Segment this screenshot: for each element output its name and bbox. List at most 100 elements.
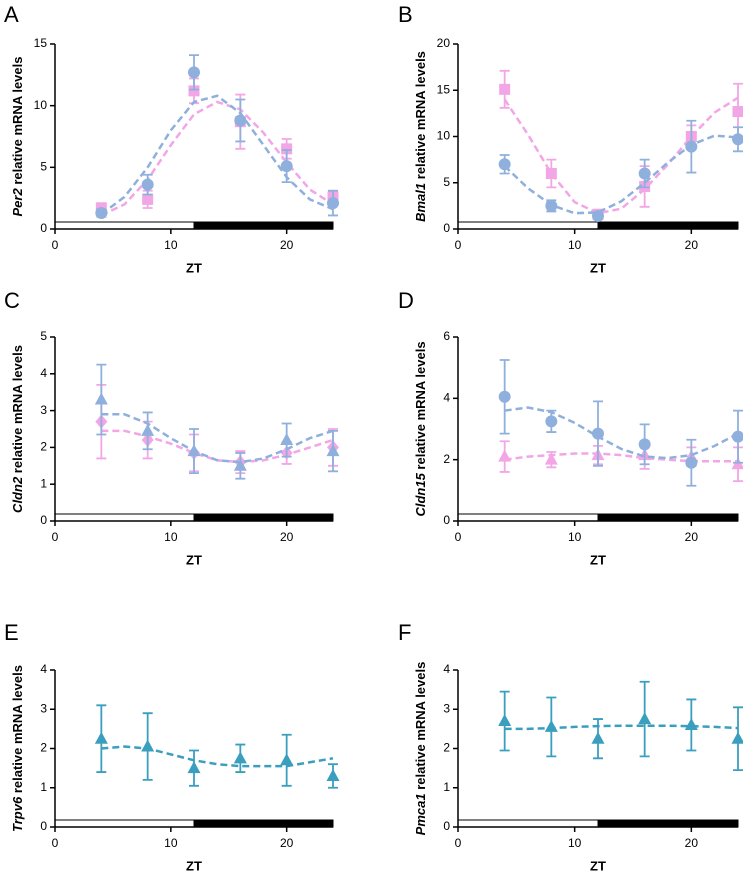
point [544,719,558,732]
point [732,106,743,118]
y-tick-label: 5 [40,329,47,343]
panel-letter: D [398,288,414,313]
point [141,178,154,191]
x-tick-label: 10 [568,836,582,850]
y-label-text: relative mRNA levels [10,57,25,185]
gene-name: Cldn2 [10,476,25,513]
light-dark-bar [457,819,599,828]
point [141,739,155,752]
y-tick-label: 15 [437,82,451,96]
gene-name: Bmal1 [413,183,428,222]
point [280,160,293,173]
panel-letter: C [4,288,20,313]
x-tick-label: 20 [685,530,699,544]
panel: E 0 1 2 3 4 0 10 20 ZT Trpv6 relative mRNA levels [4,620,340,873]
light-dark-bar [597,221,739,230]
point [233,458,247,471]
point [498,390,511,403]
point [233,751,247,764]
y-axis-label: Per2 relative mRNA levels [10,57,25,217]
point [234,114,247,127]
x-tick-label: 0 [52,530,59,544]
point [280,433,294,446]
y-tick-label: 0 [40,221,47,235]
panel: F 0 1 2 3 4 0 10 20 ZT Pmca1 relative mRNA levels [398,620,743,873]
x-tick-label: 0 [455,836,462,850]
point [94,392,108,405]
x-tick-label: 0 [455,530,462,544]
y-tick-label: 2 [443,452,450,466]
x-tick-label: 20 [280,836,294,850]
point [499,83,511,95]
y-tick-label: 4 [443,391,450,405]
point [732,430,743,443]
point [187,444,201,457]
x-tick-label: 0 [52,238,59,252]
point [94,731,108,744]
y-axis-label: Trpv6 relative mRNA levels [10,665,25,832]
y-tick-label: 4 [40,662,47,676]
x-tick-label: 10 [568,238,582,252]
light-dark-bar [54,221,195,230]
y-tick-label: 10 [34,98,48,112]
y-tick-label: 0 [40,513,47,527]
light-dark-bar [193,221,334,230]
y-tick-label: 4 [443,662,450,676]
point [591,731,605,744]
y-label-text: relative mRNA levels [413,341,428,469]
point [638,712,652,725]
y-tick-label: 6 [443,329,450,343]
y-tick-label: 0 [443,221,450,235]
fit-curve [503,96,739,215]
gene-name: Pmca1 [413,793,428,835]
point [188,85,200,97]
gene-name: Per2 [10,188,25,217]
light-dark-bar [54,513,195,522]
y-axis-label: Bmal1 relative mRNA levels [413,51,428,222]
light-dark-bar [597,819,739,828]
y-axis-label: Cldn15 relative mRNA levels [413,341,428,516]
fit-curve [101,413,334,464]
y-tick-label: 10 [437,129,451,143]
x-axis-label: ZT [590,858,606,873]
light-dark-bar [457,513,599,522]
point [732,133,743,146]
x-tick-label: 10 [164,238,178,252]
point [326,444,340,457]
point [327,197,339,210]
panel-letter: E [4,620,19,645]
y-tick-label: 2 [40,741,47,755]
point [545,168,557,179]
point [685,456,698,469]
y-tick-label: 3 [40,403,47,417]
x-tick-label: 20 [280,238,294,252]
panel: A 0 5 10 15 0 10 20 ZT Per2 relative mRNA levels [4,2,339,275]
panel: B 0 5 10 15 20 0 10 20 ZT Bmal1 relative mRNA leve… [398,2,743,275]
y-tick-label: 3 [40,701,47,715]
point [498,449,512,462]
y-tick-label: 4 [40,366,47,380]
y-tick-label: 3 [443,701,450,715]
fit-curve [504,452,738,463]
panel: D 0 2 4 6 0 10 20 ZT Cldn15 relative mRNA levels [398,288,743,567]
gene-name: Trpv6 [10,796,25,832]
light-dark-bar [193,819,334,828]
x-tick-label: 20 [685,836,699,850]
x-tick-label: 0 [52,836,59,850]
x-tick-label: 20 [280,530,294,544]
panel-letter: B [398,2,413,27]
point [638,167,651,180]
fit-curve [101,745,334,768]
y-tick-label: 5 [443,175,450,189]
point [685,140,698,153]
y-tick-label: 1 [40,780,47,794]
point [638,438,651,451]
point [141,423,155,436]
light-dark-bar [193,513,334,522]
point [326,768,340,781]
y-tick-label: 1 [443,780,450,794]
y-axis-label: Cldn2 relative mRNA levels [10,345,25,513]
point [592,210,604,223]
light-dark-bar [457,221,599,230]
point [188,66,200,79]
